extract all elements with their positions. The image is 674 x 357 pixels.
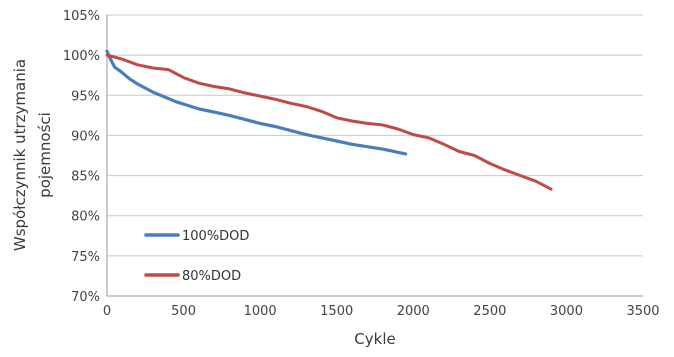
series-line-100-dod (105, 49, 408, 156)
x-tick-label: 3000 (550, 304, 583, 319)
axes (106, 15, 643, 297)
y-tick-label: 80% (71, 210, 100, 225)
series-line-80-dod (105, 53, 553, 191)
y-tick-label: 105% (63, 9, 100, 24)
x-tick-label: 1000 (244, 304, 277, 319)
y-tick-label: 100% (63, 49, 100, 64)
x-tick-label: 3500 (626, 304, 659, 319)
x-tick-label: 2000 (397, 304, 430, 319)
x-tick-label: 1500 (320, 304, 353, 319)
y-tick-labels: 70% 75% 80% 85% 90% 95% 100% 105% (63, 9, 100, 305)
y-tick-label: 95% (71, 89, 100, 104)
y-tick-label: 75% (71, 250, 100, 265)
series-lines (105, 49, 553, 191)
grid-lines (107, 14, 643, 257)
x-tick-label: 2500 (473, 304, 506, 319)
y-tick-label: 70% (71, 290, 100, 305)
x-axis-title: Cykle (354, 330, 395, 348)
y-axis-title-line1: Współczynnik utrzymania (11, 59, 29, 251)
legend-label: 100%DOD (182, 229, 249, 244)
x-tick-labels: 0 500 1000 1500 2000 2500 3000 3500 (103, 304, 660, 319)
legend-label: 80%DOD (182, 269, 241, 284)
y-axis-title-line2: pojemności (36, 112, 54, 198)
x-tick-label: 0 (103, 304, 111, 319)
y-tick-label: 85% (71, 170, 100, 185)
x-tick-label: 500 (171, 304, 196, 319)
y-tick-label: 90% (71, 129, 100, 144)
legend: 100%DOD 80%DOD (144, 229, 249, 284)
